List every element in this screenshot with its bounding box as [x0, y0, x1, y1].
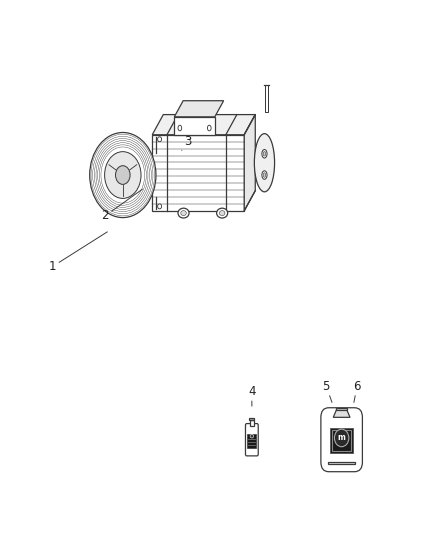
Polygon shape [152, 115, 255, 135]
Ellipse shape [263, 173, 266, 177]
Ellipse shape [90, 133, 156, 217]
Text: 5: 5 [323, 380, 332, 402]
Ellipse shape [178, 208, 189, 218]
Circle shape [335, 429, 349, 447]
Bar [332, 430, 351, 451]
FancyBboxPatch shape [330, 428, 353, 454]
Ellipse shape [254, 134, 275, 192]
Ellipse shape [178, 125, 182, 131]
FancyBboxPatch shape [321, 408, 362, 472]
Ellipse shape [250, 434, 254, 438]
Text: 4: 4 [248, 385, 256, 406]
Text: 2: 2 [101, 189, 142, 222]
Bar [247, 434, 256, 448]
Polygon shape [174, 101, 224, 117]
FancyBboxPatch shape [245, 424, 258, 456]
Bar [250, 421, 254, 426]
Ellipse shape [217, 208, 228, 218]
Bar [265, 85, 268, 112]
Bar [336, 408, 347, 410]
Polygon shape [152, 135, 244, 211]
Polygon shape [333, 410, 350, 417]
Ellipse shape [116, 166, 130, 184]
Ellipse shape [158, 137, 162, 142]
Text: 6: 6 [353, 380, 361, 402]
Ellipse shape [208, 125, 211, 131]
Polygon shape [244, 115, 255, 211]
Ellipse shape [181, 211, 186, 215]
Ellipse shape [219, 211, 225, 215]
Bar [328, 462, 355, 464]
Text: 3: 3 [182, 135, 192, 150]
Text: 1: 1 [49, 232, 107, 273]
Bar [249, 418, 254, 421]
Ellipse shape [158, 204, 162, 209]
Ellipse shape [105, 152, 141, 198]
Polygon shape [174, 117, 215, 135]
Text: m: m [338, 433, 346, 442]
Ellipse shape [262, 171, 267, 179]
Ellipse shape [262, 150, 267, 158]
Ellipse shape [263, 151, 266, 156]
